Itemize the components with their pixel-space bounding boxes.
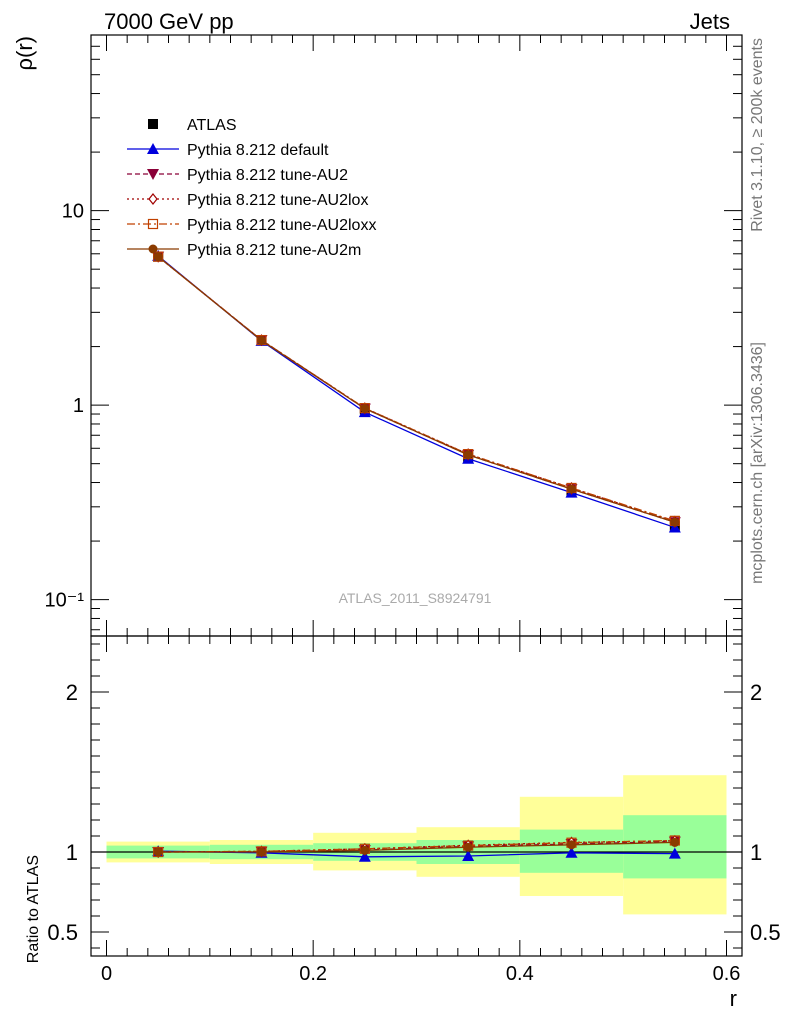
legend-marker-atlas: [148, 119, 158, 129]
main-y-axis-title: ρ(r): [12, 36, 37, 71]
legend-label-pythia-8-212-tune-au2: Pythia 8.212 tune-AU2: [187, 167, 348, 184]
main-series-line-pythia-8-212-default: [157, 255, 676, 529]
main-point-pythia-8-212-tune-au2m: [257, 335, 266, 345]
ratio-panel: 0 0.2 0.4 0.6 0.5 0.5 1 1 2 2: [47, 635, 781, 985]
x-tick-label: 0: [101, 963, 112, 985]
ratio-point-pythia-8-212-tune-au2m: [360, 845, 370, 855]
main-point-pythia-8-212-tune-au2m: [463, 450, 473, 460]
legend-marker-pythia-8-212-default: [147, 143, 159, 154]
legend-marker-pythia-8-212-tune-au2lox: [148, 193, 158, 205]
ratio-point-pythia-8-212-tune-au2m: [567, 840, 576, 850]
ratio-point-pythia-8-212-default: [565, 846, 578, 858]
header-left: 7000 GeV pp: [104, 9, 234, 34]
ratio-point-pythia-8-212-tune-au2m: [463, 842, 473, 852]
y-tick-label: 10: [62, 201, 84, 223]
ratio-y-axis-title: Ratio to ATLAS: [25, 855, 42, 963]
main-series-line-pythia-8-212-tune-au2lox: [157, 256, 676, 523]
main-point-pythia-8-212-tune-au2m: [360, 404, 370, 414]
ratio-point-pythia-8-212-tune-au2m: [257, 847, 266, 857]
y-tick-label: 10⁻¹: [45, 590, 85, 612]
x-tick-label: 0.2: [299, 963, 327, 985]
ratio-point-pythia-8-212-default: [358, 850, 371, 862]
ratio-y-tick-label-right: 1: [750, 840, 762, 865]
ratio-point-pythia-8-212-default: [668, 847, 681, 859]
legend-label-pythia-8-212-tune-au2lox: Pythia 8.212 tune-AU2lox: [187, 192, 368, 209]
x-axis-title: r: [730, 986, 737, 1011]
ratio-y-tick-label-right: 2: [750, 680, 762, 705]
ratio-y-tick-label: 1: [66, 840, 78, 865]
legend-label-pythia-8-212-tune-au2m: Pythia 8.212 tune-AU2m: [187, 242, 361, 259]
main-point-pythia-8-212-tune-au2m: [670, 517, 680, 527]
main-series-line-pythia-8-212-tune-au2: [157, 256, 676, 523]
x-tick-label: 0.4: [506, 963, 534, 985]
x-tick-label: 0.6: [713, 963, 741, 985]
header-right: Jets: [690, 9, 730, 34]
main-point-pythia-8-212-tune-au2m: [567, 484, 576, 494]
ratio-y-tick-label-right: 0.5: [750, 920, 781, 945]
legend-marker-pythia-8-212-tune-au2loxx: [147, 218, 159, 230]
ratio-y-tick-label: 2: [66, 680, 78, 705]
ratio-y-tick-label: 0.5: [47, 920, 78, 945]
ratio-series-line-pythia-8-212-tune-au2m: [158, 841, 675, 853]
legend-label-pythia-8-212-default: Pythia 8.212 default: [187, 142, 329, 159]
y-tick-label: 1: [73, 395, 84, 417]
ratio-point-pythia-8-212-tune-au2m: [670, 837, 680, 847]
mcplots-label: mcplots.cern.ch [arXiv:1306.3436]: [749, 342, 766, 584]
ratio-point-pythia-8-212-tune-au2m: [153, 847, 163, 857]
legend: ATLAS Pythia 8.212 default Pythia 8.212 tu…: [127, 117, 376, 259]
main-panel: 10⁻¹ 1 10: [45, 34, 743, 637]
legend-marker-pythia-8-212-tune-au2m: [148, 244, 158, 254]
analysis-watermark: ATLAS_2011_S8924791: [339, 590, 492, 606]
main-series-line-pythia-8-212-tune-au2loxx: [157, 256, 676, 522]
legend-label-pythia-8-212-tune-au2loxx: Pythia 8.212 tune-AU2loxx: [187, 217, 376, 234]
legend-marker-pythia-8-212-tune-au2: [147, 169, 159, 180]
main-point-pythia-8-212-tune-au2m: [153, 252, 163, 262]
main-series-line-pythia-8-212-tune-au2m: [157, 256, 676, 523]
legend-label-atlas: ATLAS: [187, 117, 237, 134]
ratio-point-pythia-8-212-default: [462, 850, 475, 861]
rivet-label: Rivet 3.1.10, ≥ 200k events: [749, 38, 766, 232]
